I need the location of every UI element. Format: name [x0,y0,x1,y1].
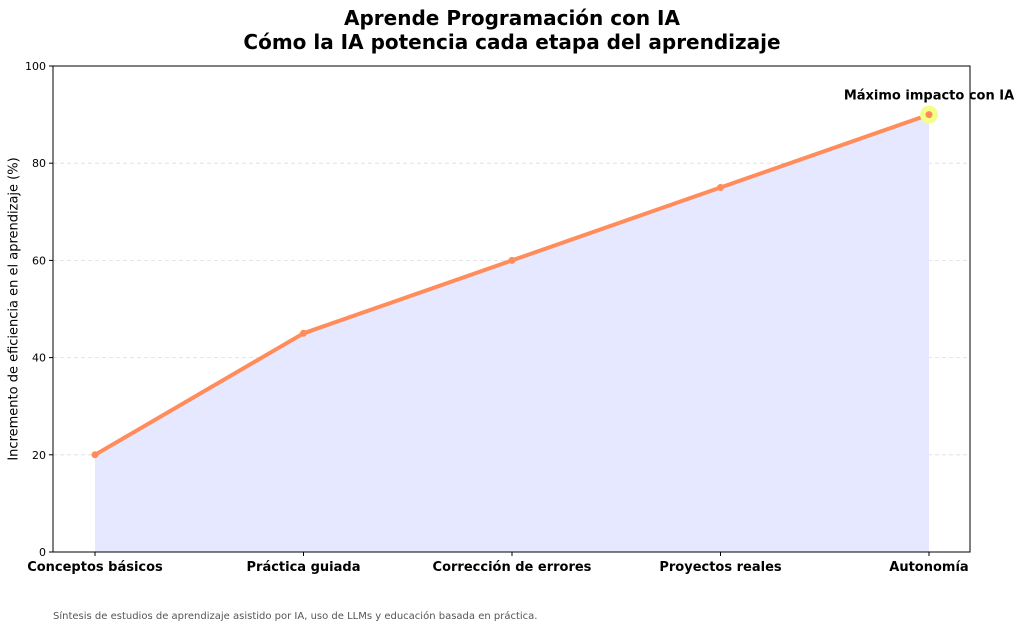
y-tick-label: 40 [32,352,46,365]
annotation-label: Máximo impacto con IA [844,89,1014,104]
y-tick-label: 20 [32,449,46,462]
data-point [91,451,99,459]
data-point [508,256,516,264]
chart-subtitle: Cómo la IA potencia cada etapa del apren… [243,30,781,54]
y-tick-label: 80 [32,157,46,170]
x-tick-label: Proyectos reales [659,560,782,575]
x-tick-label: Autonomía [889,560,968,575]
area-fill [95,114,929,552]
y-tick-label: 0 [39,546,46,559]
data-point [925,111,933,119]
x-tick-label: Práctica guiada [247,560,361,575]
chart-title-block: Aprende Programación con IA Cómo la IA p… [0,6,1024,54]
data-point [717,184,724,191]
y-tick-label: 100 [25,60,46,73]
chart-title: Aprende Programación con IA [344,6,680,30]
x-tick-label: Conceptos básicos [27,560,163,575]
x-tick-label: Corrección de errores [433,560,592,575]
footnote: Síntesis de estudios de aprendizaje asis… [53,611,538,622]
data-point [300,329,307,337]
y-tick-label: 60 [32,254,46,267]
